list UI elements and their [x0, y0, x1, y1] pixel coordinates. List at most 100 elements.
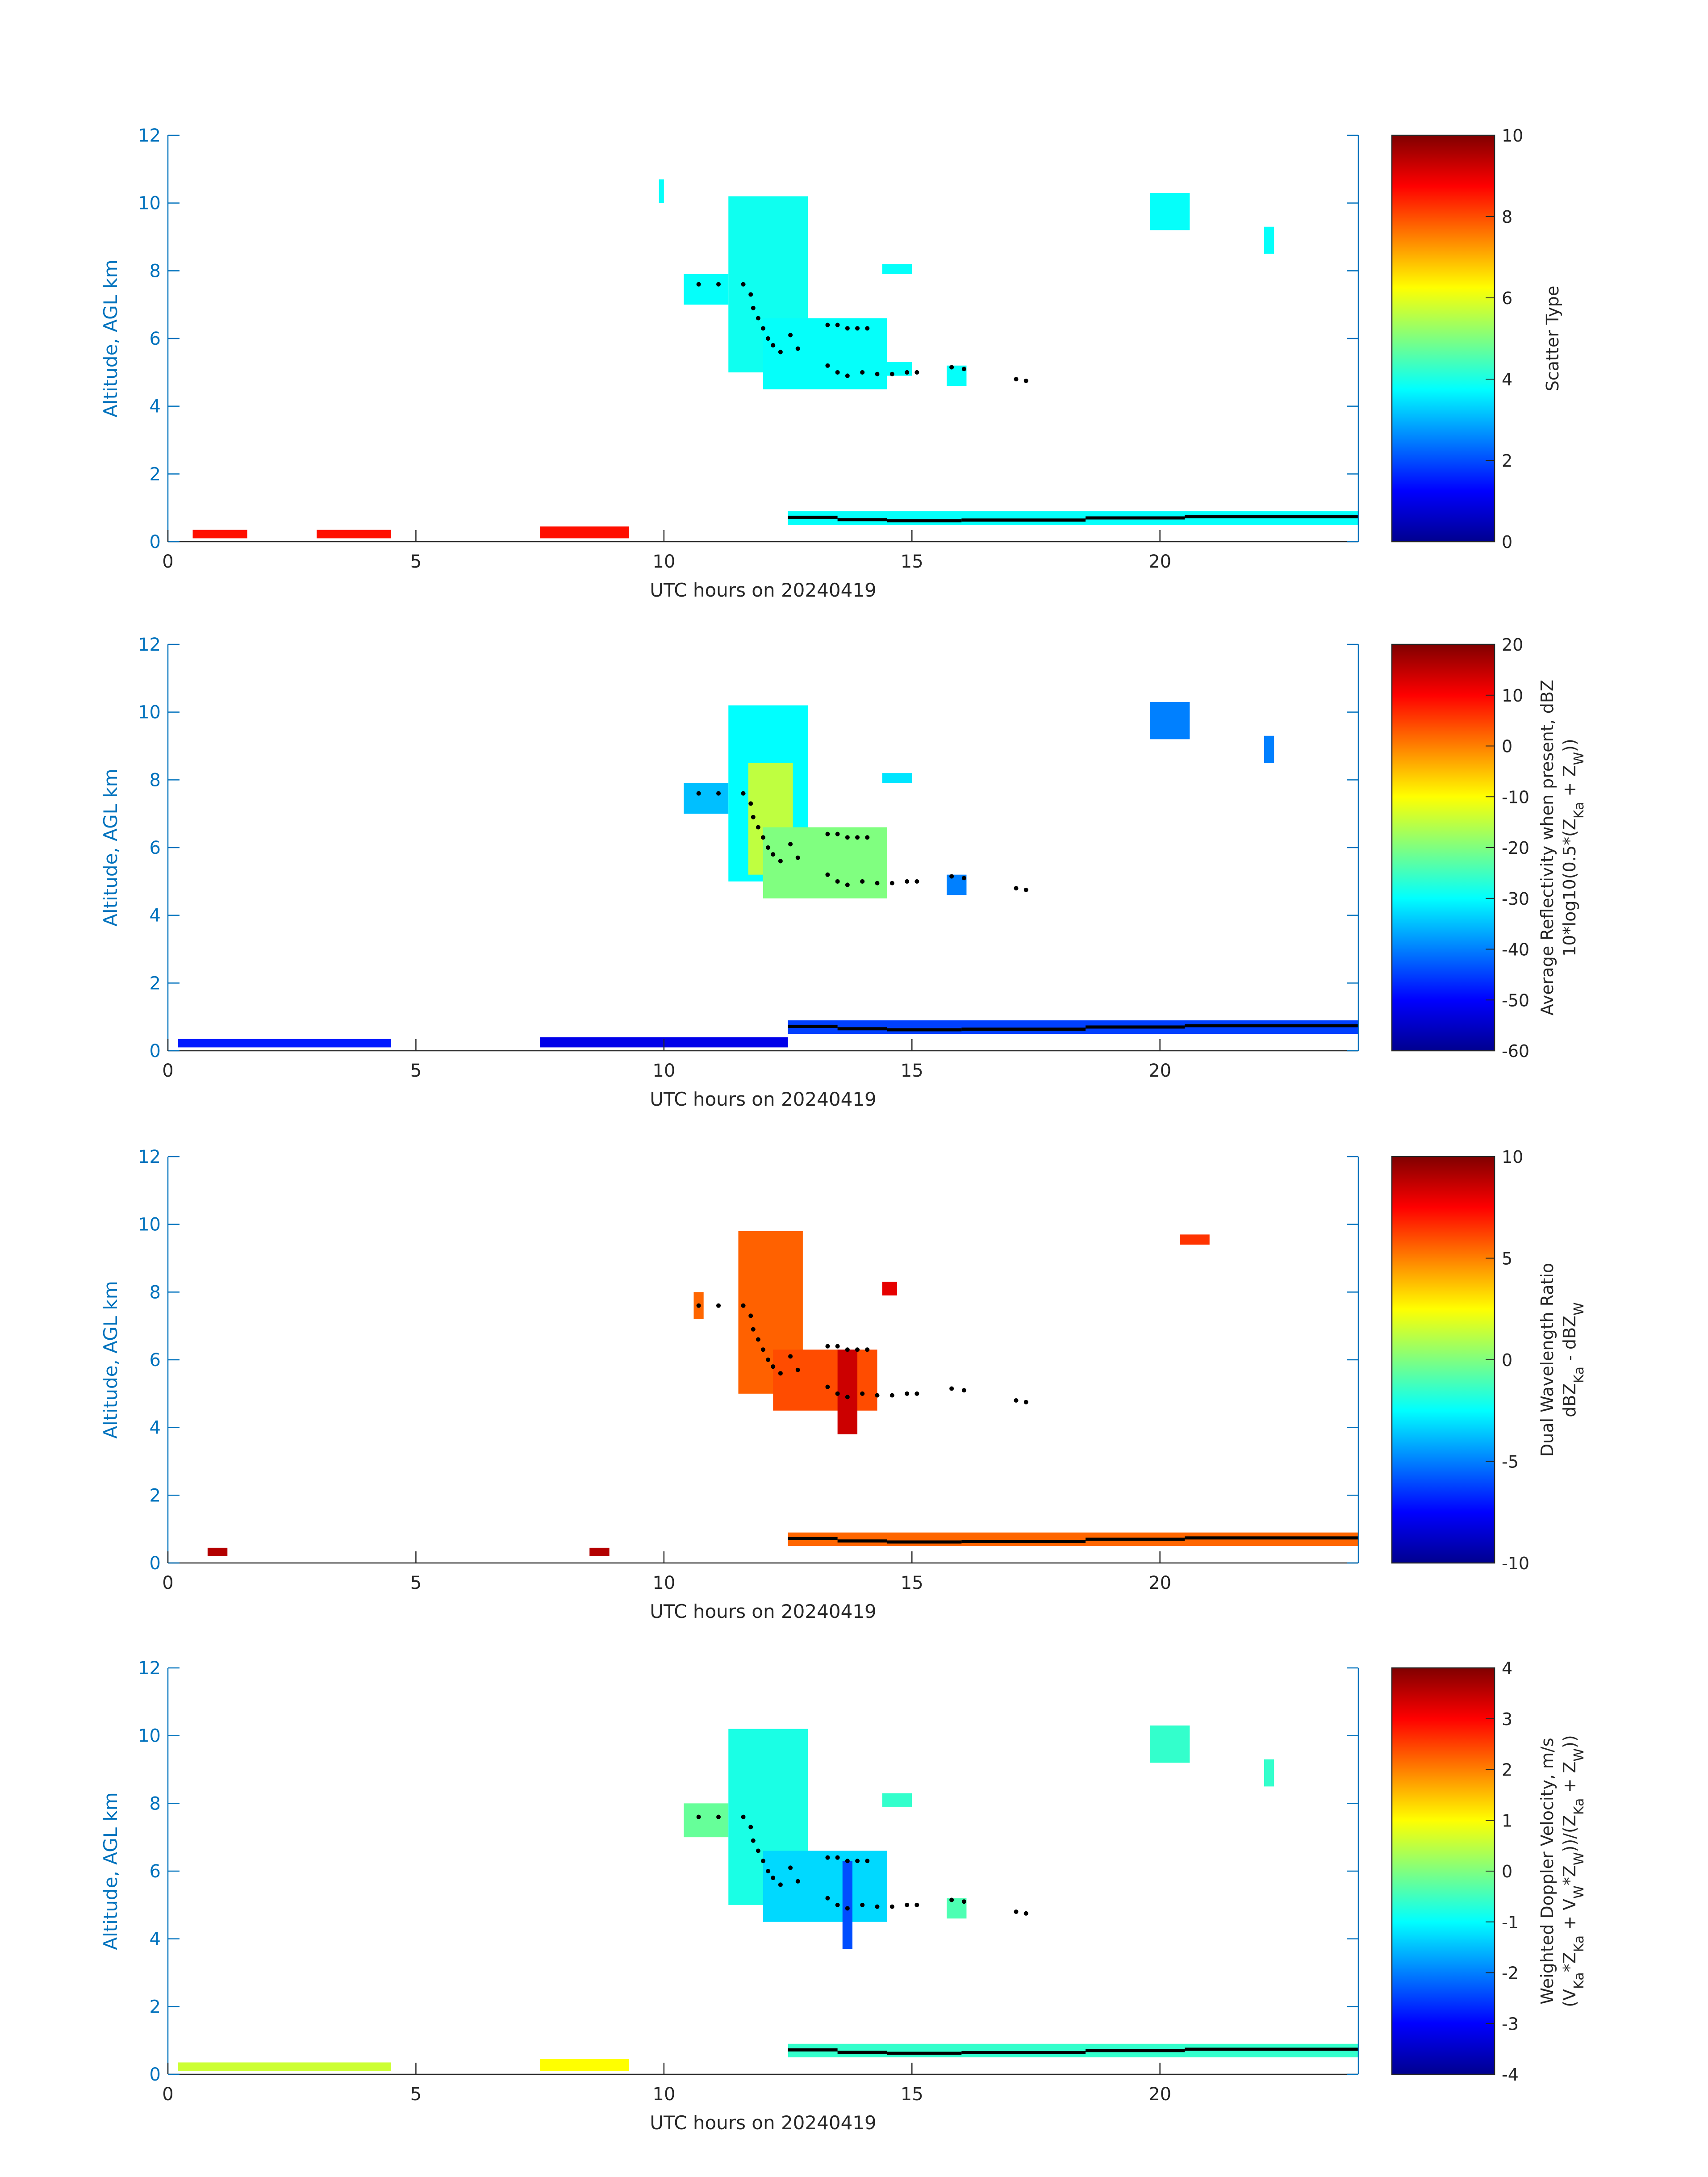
- cloud-base-point-8: [771, 343, 776, 348]
- colorbar-tick-label: 3: [1502, 1709, 1512, 1729]
- cloud-base-point-12: [825, 1855, 830, 1860]
- cloud-base-point-10: [788, 842, 793, 847]
- x-tick-label: 20: [1148, 1573, 1171, 1593]
- cloud-base-point-7: [766, 1869, 771, 1873]
- cloud-base-point-16: [865, 1347, 870, 1352]
- y-tick-label: 0: [150, 1553, 161, 1574]
- cloud-base-point-11: [795, 346, 800, 351]
- cloud-base-point-5: [756, 825, 760, 830]
- cloud-base-point-6: [761, 835, 765, 840]
- echo-region-0: [684, 1803, 729, 1838]
- y-tick-label: 12: [138, 1147, 161, 1167]
- colorbar-tick-label: -60: [1502, 1041, 1529, 1061]
- cloud-base-point-15: [855, 1347, 860, 1352]
- echo-region-2: [773, 1350, 877, 1411]
- cloud-base-point-17: [825, 363, 830, 368]
- x-tick-label: 15: [901, 2084, 923, 2105]
- echo-region-0: [684, 274, 729, 305]
- echo-region-4: [882, 773, 912, 783]
- y-tick-label: 10: [138, 1726, 161, 1747]
- y-tick-label: 0: [150, 2064, 161, 2085]
- y-tick-label: 4: [150, 906, 161, 926]
- cloud-base-point-24: [915, 370, 919, 375]
- cloud-base-point-11: [795, 1367, 800, 1372]
- cloud-base-point-10: [788, 1865, 793, 1870]
- cloud-base-point-2: [741, 1303, 746, 1308]
- cloud-base-point-14: [845, 326, 850, 331]
- y-tick-label: 12: [138, 125, 161, 146]
- cloud-base-point-24: [915, 1902, 919, 1907]
- cloud-base-point-17: [825, 872, 830, 877]
- echo-region-10: [540, 2059, 630, 2071]
- cloud-base-point-20: [860, 370, 865, 375]
- cloud-base-point-5: [756, 1848, 760, 1853]
- cloud-base-point-4: [751, 1838, 756, 1843]
- cloud-base-point-1: [716, 1303, 721, 1308]
- cloud-base-point-12: [825, 322, 830, 327]
- cloud-base-point-27: [1014, 886, 1019, 890]
- colorbar-tick-label: 8: [1502, 207, 1512, 227]
- colorbar: -4 -3 -2 -1 0 1 2 3 4 Weighted Doppler Velocity, …: [1391, 1659, 1587, 2085]
- cloud-base-point-15: [855, 835, 860, 840]
- cloud-base-point-13: [835, 1855, 840, 1860]
- cloud-base-point-4: [751, 1327, 756, 1332]
- x-tick-label: 20: [1148, 2084, 1171, 2105]
- y-tick-label: 6: [150, 329, 161, 349]
- y-tick-label: 4: [150, 1418, 161, 1438]
- colorbar-tick-label: -30: [1502, 889, 1529, 909]
- echo-region-11: [317, 530, 391, 539]
- echo-region-9: [178, 1039, 391, 1048]
- y-tick-label: 4: [150, 1929, 161, 1950]
- x-tick-label: 5: [410, 552, 422, 572]
- colorbar-tick-label: 2: [1502, 1760, 1512, 1780]
- y-tick-label: 8: [150, 1282, 161, 1303]
- cloud-base-point-0: [696, 1303, 701, 1308]
- x-axis-label: UTC hours on 20240419: [650, 2112, 877, 2134]
- cloud-base-point-27: [1014, 1910, 1019, 1914]
- cloud-base-point-15: [855, 1859, 860, 1864]
- cloud-base-point-2: [741, 282, 746, 287]
- colorbar-label-line-1: 10*log10(0.5*(ZKa + ZW)): [1560, 739, 1587, 957]
- colorbar-tick-label: 20: [1502, 635, 1523, 655]
- cloud-base-point-18: [835, 1391, 840, 1396]
- colorbar-gradient: [1391, 1156, 1495, 1564]
- cloud-base-point-3: [748, 1825, 753, 1830]
- cloud-base-point-25: [949, 874, 954, 879]
- cloud-base-point-9: [778, 350, 783, 355]
- echo-region-4: [882, 1793, 912, 1807]
- y-tick-label: 8: [150, 261, 161, 281]
- cloud-base-point-14: [845, 1347, 850, 1352]
- cloud-base-point-13: [835, 832, 840, 836]
- cloud-base-point-2: [741, 1814, 746, 1819]
- x-tick-label: 15: [901, 1573, 923, 1593]
- cloud-base-point-18: [835, 370, 840, 375]
- x-tick-label: 0: [162, 1573, 173, 1593]
- y-tick-label: 0: [150, 1041, 161, 1061]
- cloud-base-point-6: [761, 1347, 765, 1352]
- echo-region-10: [192, 530, 247, 539]
- cloud-base-point-19: [845, 1906, 850, 1911]
- cloud-base-point-24: [915, 1391, 919, 1396]
- cloud-base-point-28: [1023, 1911, 1028, 1916]
- cloud-base-point-1: [716, 282, 721, 287]
- colorbar-tick-label: 2: [1502, 451, 1512, 471]
- colorbar-tick-label: 4: [1502, 370, 1512, 389]
- y-axis-label: Altitude, AGL km: [100, 1281, 121, 1438]
- colorbar-tick-label: -2: [1502, 1964, 1519, 1983]
- cloud-base-point-24: [915, 879, 919, 884]
- cloud-base-point-10: [788, 333, 793, 338]
- cloud-base-point-3: [748, 801, 753, 806]
- x-tick-label: 0: [162, 1061, 173, 1081]
- y-tick-label: 8: [150, 770, 161, 790]
- cloud-base-point-17: [825, 1384, 830, 1389]
- y-tick-label: 2: [150, 464, 161, 485]
- colorbar-label-line-0: Average Reflectivity when present, dBZ: [1537, 680, 1557, 1015]
- x-tick-label: 5: [410, 1573, 422, 1593]
- cloud-base-point-9: [778, 859, 783, 864]
- x-tick-label: 20: [1148, 1061, 1171, 1081]
- cloud-base-point-20: [860, 1391, 865, 1396]
- cloud-base-point-23: [905, 370, 910, 375]
- echo-region-7: [1264, 226, 1274, 254]
- cloud-base-point-23: [905, 1902, 910, 1907]
